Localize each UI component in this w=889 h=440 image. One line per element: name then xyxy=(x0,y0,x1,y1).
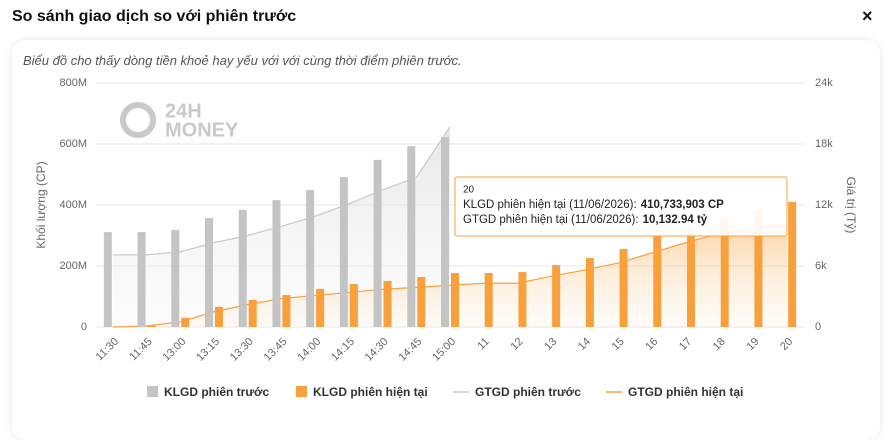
tooltip-label: GTGD phiên hiện tại (11/06/2026): xyxy=(463,214,639,226)
bar xyxy=(339,176,348,327)
bar xyxy=(451,273,459,327)
y-tick-label: 0 xyxy=(81,321,87,333)
tooltip-value: 10,132.94 tỷ xyxy=(643,214,708,226)
y-axis-label: Khối lượng (CP) xyxy=(34,161,48,248)
y2-axis-label: Giá trị (Tỷ) xyxy=(844,177,858,234)
x-tick-label: 14 xyxy=(576,336,593,353)
bar xyxy=(272,200,281,327)
bar xyxy=(417,276,426,327)
bar xyxy=(383,280,392,327)
tooltip-row: GTGD phiên hiện tại (11/06/2026): 10,132.… xyxy=(463,214,708,226)
x-tick-label: 17 xyxy=(677,336,694,353)
bar xyxy=(441,136,449,327)
bar xyxy=(653,236,662,327)
tooltip-value: 410,733,903 CP xyxy=(641,199,724,211)
legend-label: KLGD phiên hiện tại xyxy=(313,385,428,399)
x-tick-label: 13 xyxy=(542,336,559,353)
legend-swatch xyxy=(147,386,158,397)
bar xyxy=(754,209,763,327)
bar xyxy=(137,232,146,327)
legend-label: GTGD phiên trước xyxy=(475,385,581,399)
bar xyxy=(205,218,213,327)
bar xyxy=(788,201,797,327)
tooltip-label: KLGD phiên hiện tại (11/06/2026): xyxy=(463,199,637,211)
x-tick-label: 15 xyxy=(610,336,627,353)
bar xyxy=(316,288,325,327)
y-tick-label: 800M xyxy=(59,77,87,89)
x-tick-label: 12 xyxy=(508,336,525,353)
logo-icon xyxy=(120,102,156,138)
bar xyxy=(171,230,180,327)
x-tick-label: 14:15 xyxy=(329,336,357,364)
x-tick-label: 15:00 xyxy=(430,336,458,364)
bar xyxy=(306,190,315,327)
x-tick-label: 14:30 xyxy=(363,336,391,364)
tooltip-row: KLGD phiên hiện tại (11/06/2026): 410,733… xyxy=(463,199,724,211)
modal-title: So sánh giao dịch so với phiên trước xyxy=(12,8,297,25)
legend-swatch xyxy=(296,386,307,397)
x-tick-label: 20 xyxy=(778,336,795,353)
y2-tick-label: 24k xyxy=(815,77,833,89)
y-tick-label: 200M xyxy=(59,260,87,272)
bar xyxy=(282,294,291,327)
x-tick-label: 13:30 xyxy=(228,336,256,364)
x-tick-label: 14:45 xyxy=(397,336,425,364)
bar xyxy=(484,273,493,327)
x-tick-label: 11:30 xyxy=(94,336,121,363)
y2-tick-label: 6k xyxy=(815,260,827,272)
logo-bottom: MONEY xyxy=(165,119,239,141)
tooltip-box xyxy=(454,176,788,237)
bar xyxy=(147,325,156,327)
page: {"header": {"title": "So sánh giao dịch … xyxy=(12,6,873,400)
x-tick-label: 11:45 xyxy=(127,336,154,363)
bar xyxy=(407,146,416,327)
legend-label: GTGD phiên hiện tại xyxy=(628,385,743,399)
x-tick-label: 19 xyxy=(744,336,761,353)
close-button[interactable]: × xyxy=(862,6,873,26)
x-tick-label: 16 xyxy=(643,336,660,353)
bar xyxy=(181,317,190,327)
bar xyxy=(103,232,112,327)
y2-tick-label: 0 xyxy=(815,321,821,333)
logo-top: 24H xyxy=(165,100,202,122)
bar xyxy=(687,226,695,327)
y2-tick-label: 12k xyxy=(815,199,833,211)
legend-label: KLGD phiên trước xyxy=(164,385,270,399)
y2-tick-label: 18k xyxy=(815,138,833,150)
y-tick-label: 600M xyxy=(59,138,87,150)
x-tick-label: 13:15 xyxy=(194,336,222,364)
bar xyxy=(720,218,729,327)
bar xyxy=(373,159,382,327)
bar xyxy=(215,306,223,327)
y-tick-label: 400M xyxy=(59,199,87,211)
bar xyxy=(238,209,247,327)
tooltip-title: 20 xyxy=(463,185,475,196)
bar xyxy=(619,248,628,327)
bar xyxy=(248,299,257,327)
subtitle: Biểu đồ cho thấy dòng tiền khoẻ hay yếu … xyxy=(23,53,462,68)
x-tick-label: 13:00 xyxy=(161,336,189,364)
x-tick-label: 18 xyxy=(711,336,728,353)
bar xyxy=(585,258,594,327)
x-tick-label: 11 xyxy=(475,336,492,353)
bar xyxy=(349,283,358,327)
x-tick-label: 14:00 xyxy=(295,336,323,364)
chart: 24H MONEY Khối lượng (CP) Giá trị (Tỷ) 0… xyxy=(34,77,858,399)
bar xyxy=(552,265,561,327)
line xyxy=(112,223,788,328)
line xyxy=(112,126,451,256)
tooltip: 20 KLGD phiên hiện tại (11/06/2026): 410,7… xyxy=(454,176,788,237)
x-tick-label: 13:45 xyxy=(262,336,290,364)
bar xyxy=(518,272,527,327)
line-area xyxy=(112,223,788,327)
